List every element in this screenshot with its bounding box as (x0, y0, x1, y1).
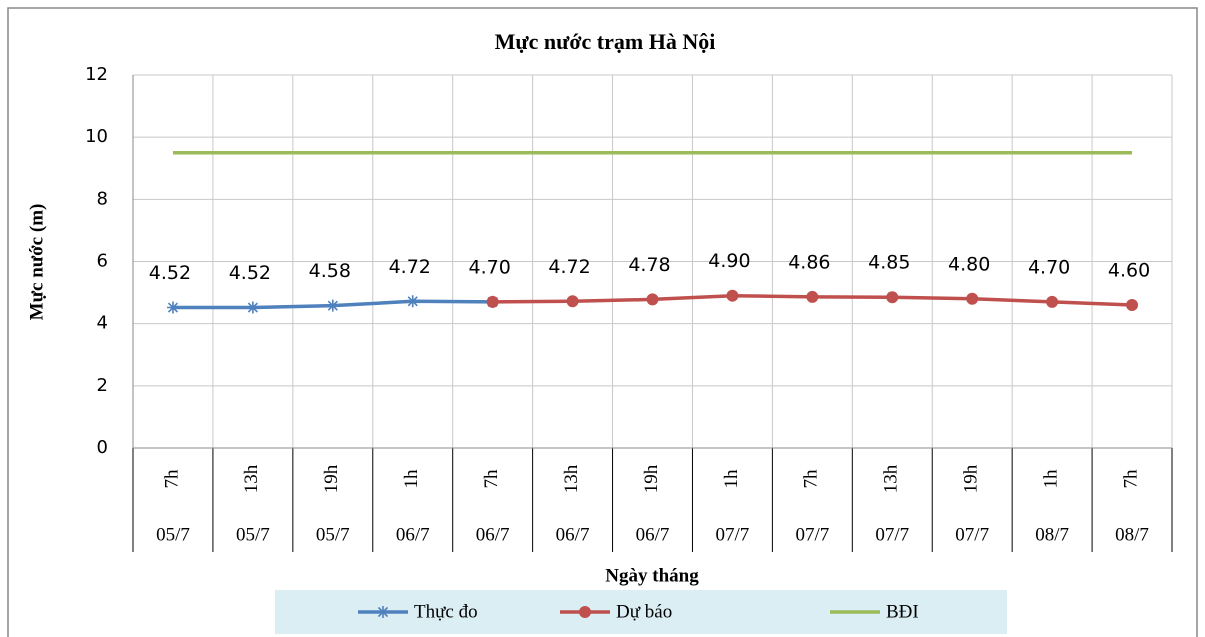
data-point (886, 291, 899, 304)
data-point (566, 295, 579, 308)
data-label: 4.90 (708, 250, 750, 272)
data-point (406, 295, 419, 308)
chart-title: Mực nước trạm Hà Nội (495, 29, 716, 54)
x-group-label: 07/7 (716, 524, 750, 545)
x-tick-label: 7h (1120, 469, 1141, 489)
data-label: 4.80 (948, 253, 990, 275)
x-tick-label: 1h (401, 469, 422, 489)
x-group-label: 06/7 (636, 524, 670, 545)
legend-marker (377, 606, 389, 618)
data-point (726, 289, 739, 302)
chart-border (7, 7, 1198, 637)
x-axis-label: Ngày tháng (605, 565, 699, 586)
data-point (486, 295, 499, 308)
x-tick-label: 19h (321, 464, 342, 493)
y-axis-label: Mực nước (m) (26, 204, 47, 321)
x-group-label: 07/7 (955, 524, 989, 545)
x-tick-label: 13h (881, 464, 902, 493)
x-tick-label: 1h (1040, 469, 1061, 489)
data-label: 4.52 (229, 262, 271, 284)
y-tick-label: 6 (97, 251, 108, 272)
y-tick-label: 10 (85, 126, 108, 147)
x-group-label: 08/7 (1115, 524, 1149, 545)
data-point (166, 301, 179, 314)
data-point (806, 290, 819, 303)
data-point (646, 293, 659, 306)
x-group-label: 08/7 (1035, 524, 1069, 545)
y-tick-label: 12 (85, 64, 108, 85)
data-label: 4.72 (548, 256, 590, 278)
data-label: 4.70 (468, 256, 510, 278)
legend-marker (579, 606, 591, 618)
x-group-label: 07/7 (875, 524, 909, 545)
data-label: 4.52 (149, 262, 191, 284)
x-group-label: 05/7 (156, 524, 190, 545)
data-label: 4.58 (309, 260, 351, 282)
legend-label: Thực đo (414, 601, 478, 622)
data-point (1126, 299, 1139, 312)
data-point (326, 299, 339, 312)
x-group-label: 06/7 (556, 524, 590, 545)
x-tick-label: 19h (961, 464, 982, 493)
x-tick-label: 7h (161, 469, 182, 489)
x-group-label: 06/7 (476, 524, 510, 545)
legend-label: BĐI (886, 601, 919, 622)
data-label: 4.85 (868, 252, 910, 274)
data-label: 4.60 (1108, 260, 1150, 282)
data-label: 4.70 (1028, 256, 1070, 278)
x-tick-label: 13h (561, 464, 582, 493)
y-tick-label: 2 (97, 375, 108, 396)
x-group-label: 07/7 (795, 524, 829, 545)
x-group-label: 05/7 (236, 524, 270, 545)
data-point (246, 301, 259, 314)
data-label: 4.86 (788, 251, 830, 273)
data-label: 4.78 (628, 254, 670, 276)
y-tick-label: 0 (97, 437, 108, 458)
x-tick-label: 1h (721, 469, 742, 489)
data-point (966, 292, 979, 305)
legend-label: Dự báo (616, 601, 672, 622)
x-tick-label: 7h (801, 469, 822, 489)
y-tick-label: 4 (97, 313, 108, 334)
data-label: 4.72 (389, 256, 431, 278)
y-tick-label: 8 (97, 188, 108, 209)
data-point (1046, 295, 1059, 308)
x-tick-label: 19h (641, 464, 662, 493)
x-tick-label: 13h (241, 464, 262, 493)
x-group-label: 06/7 (396, 524, 430, 545)
x-group-label: 05/7 (316, 524, 350, 545)
x-tick-label: 7h (481, 469, 502, 489)
